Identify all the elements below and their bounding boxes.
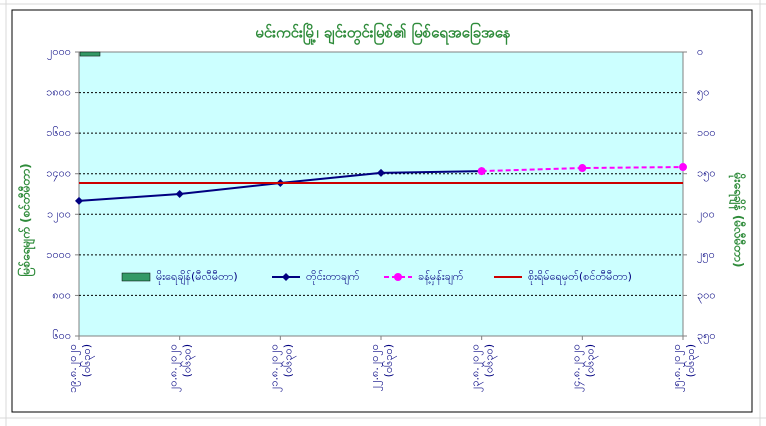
x-tick-label-date: ၂၄.၈.၂၀၂၀: [569, 344, 584, 392]
x-tick-label: ၂၁.၈.၂၀၂၀ (၀၆၃၀): [267, 344, 296, 392]
x-tick-label-time: (၀၆၃၀): [281, 344, 296, 377]
y2-tick-label: ၃၅၀: [697, 329, 716, 344]
x-tick-label-time: (၀၆၃၀): [483, 344, 498, 377]
x-tick-label-time: (၀၆၃၀): [684, 344, 699, 377]
legend-swatch: [121, 272, 151, 282]
x-tick-label-time: (၀၆၃၀): [382, 344, 397, 377]
x-tick-label-time: (၀၆၃၀): [181, 344, 196, 377]
legend-marker: [394, 273, 402, 281]
y-tick-label: ၁၀၀၀: [46, 248, 71, 261]
line-marker: [75, 196, 83, 205]
x-tick-label-date: ၂၂.၈.၂၀၂၀: [368, 344, 383, 391]
y-tick-label: ၂၀၀၀: [47, 45, 71, 60]
y2-tick-label: ၃၀၀: [697, 288, 716, 303]
x-tick-label-date: ၂၀.၈.၂၀၂၀: [167, 344, 182, 392]
x-tick-label: ၂၂.၈.၂၀၂၀ (၀၆၃၀): [368, 344, 397, 391]
bar: [79, 51, 101, 57]
y2-tick-label: ၂၀၀: [697, 207, 715, 222]
x-tick-label: ၂၅.၈.၂၀၂၀ (၀၆၃၀): [670, 344, 699, 392]
y2-axis-title: မိုးရေချိန် (မီလီမီတာ): [728, 172, 748, 268]
x-tick-label: ၂၃.၈.၂၀၂၀ (၀၆၃၀): [469, 344, 498, 392]
y2-tick-label: ၀: [697, 45, 703, 58]
x-tick-label: ၂၀.၈.၂၀၂၀ (၀၆၃၀): [167, 344, 196, 392]
legend-label: တိုင်းတာချက်: [306, 270, 360, 285]
line-marker: [377, 168, 385, 177]
y-tick-label: ၈၀၀: [52, 288, 71, 301]
x-tick-label-date: ၁၉.၈.၂၀၂၀: [66, 344, 81, 393]
y2-tick-label: ၁၅၀: [697, 167, 716, 182]
line-marker: [679, 163, 687, 172]
y2-tick-label: ၅၀: [697, 86, 709, 101]
line-marker: [477, 167, 486, 176]
y-tick-label: ၁၄၀၀: [46, 167, 71, 182]
y-tick-label: ၆၀၀: [52, 329, 71, 342]
x-tick-label-date: ၂၅.၈.၂၀၂၀: [670, 344, 685, 392]
legend-label: မိုးရေချိန်(မီလီမီတာ): [156, 270, 238, 285]
y2-tick-label: ၂၅၀: [697, 248, 715, 263]
x-tick-label: ၂၄.၈.၂၀၂၀ (၀၆၃၀): [569, 344, 598, 392]
y-tick-label: ၁၈၀၀: [46, 86, 71, 99]
y-axis-title: မြစ်ရေမျက် (စင်တီမီတာ): [16, 163, 37, 276]
x-tick-label-time: (၀၆၃၀): [80, 344, 95, 377]
legend-label: စိုးရိမ်ရေမှတ်(စင်တီမီတာ): [528, 270, 632, 285]
legend-label: ခန့်မှန်းချက်: [418, 270, 464, 285]
x-tick-label-date: ၂၃.၈.၂၀၂၀: [469, 344, 484, 392]
legend-marker: [282, 273, 290, 281]
y-tick-label: ၁၂၀၀: [47, 207, 71, 222]
x-tick-label-date: ၂၁.၈.၂၀၂၀: [267, 344, 282, 392]
y-tick-label: ၁၆၀၀: [46, 126, 71, 139]
line-marker: [175, 190, 184, 198]
x-tick-label-time: (၀၆၃၀): [583, 344, 598, 377]
y2-tick-label: ၁၀၀: [697, 126, 716, 139]
x-tick-label: ၁၉.၈.၂၀၂၀ (၀၆၃၀): [66, 344, 95, 393]
line-marker: [578, 164, 587, 173]
